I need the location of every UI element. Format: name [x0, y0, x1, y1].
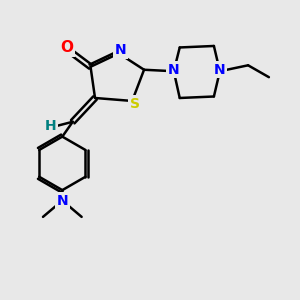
Text: N: N [214, 63, 226, 77]
Text: N: N [56, 194, 68, 208]
Text: N: N [168, 63, 180, 77]
Text: S: S [130, 97, 140, 111]
Text: O: O [60, 40, 73, 55]
Text: N: N [115, 44, 126, 57]
Text: H: H [45, 118, 56, 133]
